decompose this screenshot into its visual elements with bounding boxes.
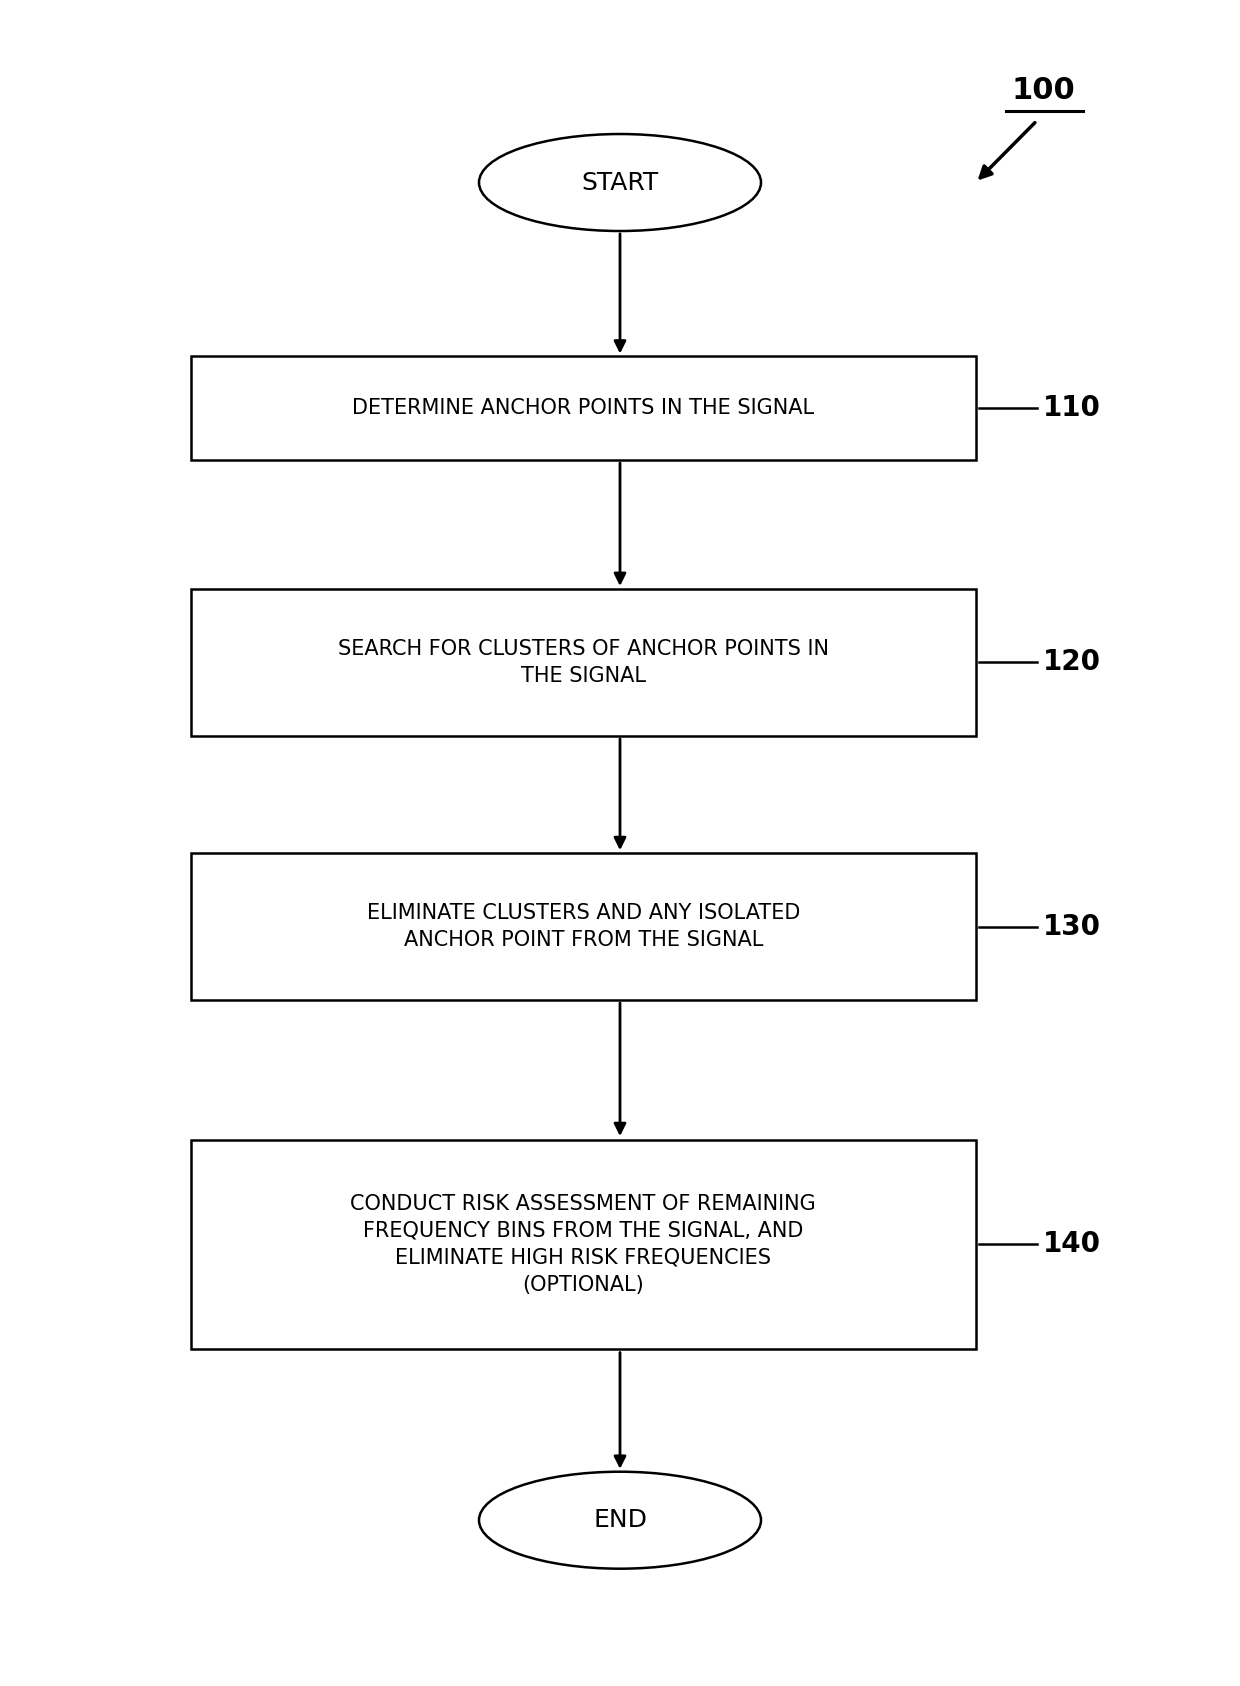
- Text: DETERMINE ANCHOR POINTS IN THE SIGNAL: DETERMINE ANCHOR POINTS IN THE SIGNAL: [352, 398, 815, 418]
- Text: 100: 100: [1011, 76, 1075, 105]
- Text: 140: 140: [1043, 1231, 1101, 1258]
- Text: 130: 130: [1043, 912, 1101, 941]
- Text: CONDUCT RISK ASSESSMENT OF REMAINING
FREQUENCY BINS FROM THE SIGNAL, AND
ELIMINA: CONDUCT RISK ASSESSMENT OF REMAINING FRE…: [351, 1194, 816, 1295]
- Text: 110: 110: [1043, 395, 1101, 422]
- Text: END: END: [593, 1509, 647, 1533]
- Text: ELIMINATE CLUSTERS AND ANY ISOLATED
ANCHOR POINT FROM THE SIGNAL: ELIMINATE CLUSTERS AND ANY ISOLATED ANCH…: [367, 904, 800, 951]
- Text: SEARCH FOR CLUSTERS OF ANCHOR POINTS IN
THE SIGNAL: SEARCH FOR CLUSTERS OF ANCHOR POINTS IN …: [337, 639, 828, 686]
- Text: 120: 120: [1043, 649, 1101, 676]
- Text: START: START: [582, 170, 658, 194]
